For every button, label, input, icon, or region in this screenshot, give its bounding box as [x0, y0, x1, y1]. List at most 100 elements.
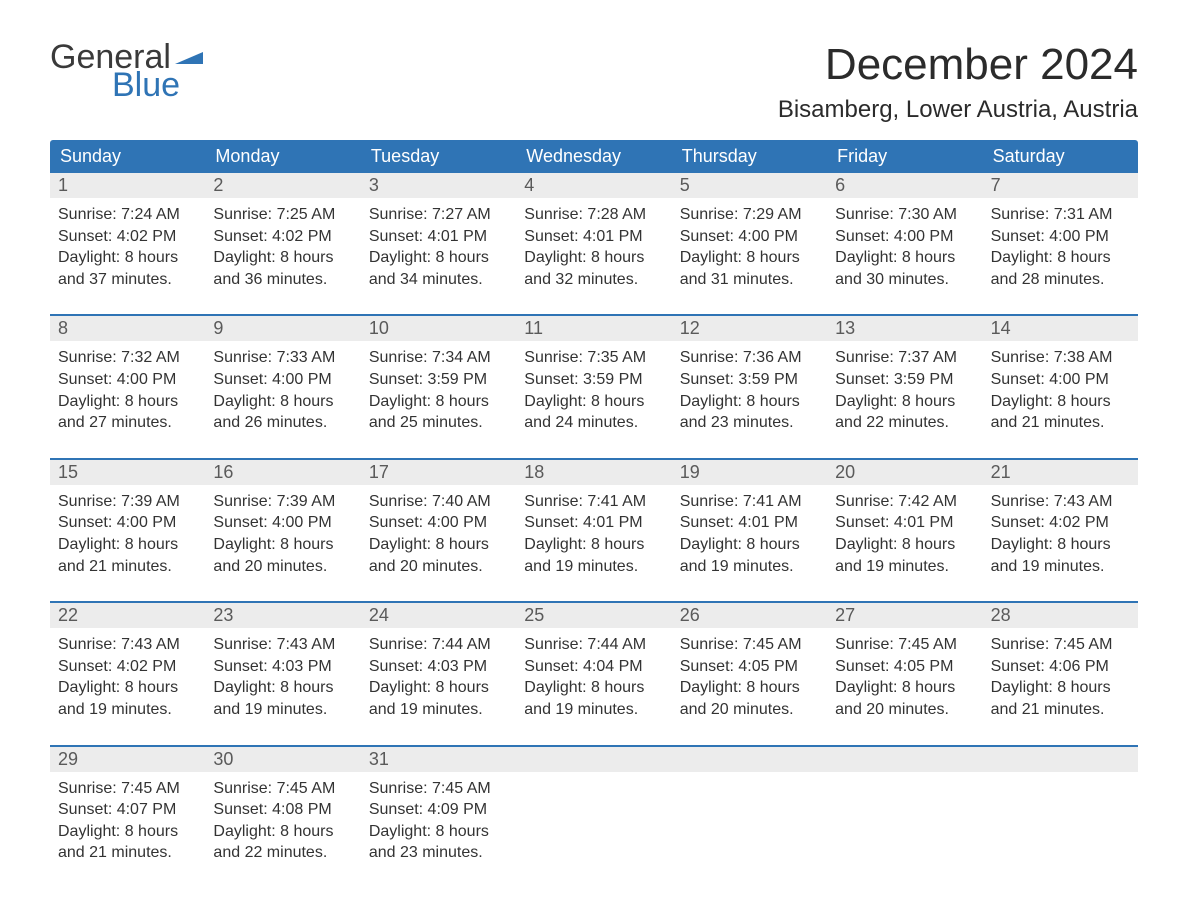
day-number: 3 [361, 173, 516, 198]
dow-friday: Friday [827, 140, 982, 173]
sunrise-line: Sunrise: 7:37 AM [835, 347, 974, 369]
day-cell: Sunrise: 7:41 AMSunset: 4:01 PMDaylight:… [516, 485, 671, 587]
daylight-line-1: Daylight: 8 hours [58, 677, 197, 699]
sunrise-line: Sunrise: 7:44 AM [369, 634, 508, 656]
sunrise-line: Sunrise: 7:39 AM [58, 491, 197, 513]
sunrise-line: Sunrise: 7:34 AM [369, 347, 508, 369]
sunrise-line: Sunrise: 7:29 AM [680, 204, 819, 226]
day-number: 23 [205, 603, 360, 628]
day-number: 8 [50, 316, 205, 341]
daylight-line-2: and 19 minutes. [991, 556, 1130, 578]
daylight-line-1: Daylight: 8 hours [524, 677, 663, 699]
sunrise-line: Sunrise: 7:38 AM [991, 347, 1130, 369]
dow-saturday: Saturday [983, 140, 1138, 173]
sunset-line: Sunset: 4:00 PM [58, 369, 197, 391]
sunrise-line: Sunrise: 7:45 AM [213, 778, 352, 800]
day-cell: Sunrise: 7:45 AMSunset: 4:08 PMDaylight:… [205, 772, 360, 874]
day-number: 26 [672, 603, 827, 628]
sunset-line: Sunset: 4:08 PM [213, 799, 352, 821]
day-cell: Sunrise: 7:45 AMSunset: 4:09 PMDaylight:… [361, 772, 516, 874]
sunrise-line: Sunrise: 7:45 AM [58, 778, 197, 800]
dow-wednesday: Wednesday [516, 140, 671, 173]
day-number: 18 [516, 460, 671, 485]
month-title: December 2024 [778, 40, 1138, 90]
daylight-line-2: and 19 minutes. [835, 556, 974, 578]
sunset-line: Sunset: 4:09 PM [369, 799, 508, 821]
day-number: 11 [516, 316, 671, 341]
generalblue-logo: General Blue [50, 40, 203, 102]
daylight-line-2: and 19 minutes. [524, 556, 663, 578]
sunset-line: Sunset: 4:01 PM [680, 512, 819, 534]
day-cell: Sunrise: 7:43 AMSunset: 4:03 PMDaylight:… [205, 628, 360, 730]
daynum-row: 293031 [50, 747, 1138, 772]
sunrise-line: Sunrise: 7:44 AM [524, 634, 663, 656]
day-number: 15 [50, 460, 205, 485]
daylight-line-1: Daylight: 8 hours [213, 534, 352, 556]
day-cell: Sunrise: 7:44 AMSunset: 4:03 PMDaylight:… [361, 628, 516, 730]
daylight-line-2: and 19 minutes. [369, 699, 508, 721]
day-cell: Sunrise: 7:31 AMSunset: 4:00 PMDaylight:… [983, 198, 1138, 300]
week-row: 22232425262728Sunrise: 7:43 AMSunset: 4:… [50, 601, 1138, 730]
daylight-line-1: Daylight: 8 hours [58, 247, 197, 269]
dow-sunday: Sunday [50, 140, 205, 173]
sunset-line: Sunset: 3:59 PM [680, 369, 819, 391]
weeks-container: 1234567Sunrise: 7:24 AMSunset: 4:02 PMDa… [50, 173, 1138, 874]
day-number: 31 [361, 747, 516, 772]
day-cell: Sunrise: 7:28 AMSunset: 4:01 PMDaylight:… [516, 198, 671, 300]
day-cell-empty [516, 772, 671, 874]
day-cell: Sunrise: 7:45 AMSunset: 4:07 PMDaylight:… [50, 772, 205, 874]
daylight-line-2: and 25 minutes. [369, 412, 508, 434]
sunrise-line: Sunrise: 7:32 AM [58, 347, 197, 369]
dow-tuesday: Tuesday [361, 140, 516, 173]
sunset-line: Sunset: 4:05 PM [835, 656, 974, 678]
day-cell: Sunrise: 7:43 AMSunset: 4:02 PMDaylight:… [50, 628, 205, 730]
daylight-line-2: and 20 minutes. [369, 556, 508, 578]
sunset-line: Sunset: 4:00 PM [213, 512, 352, 534]
sunrise-line: Sunrise: 7:42 AM [835, 491, 974, 513]
day-cell: Sunrise: 7:38 AMSunset: 4:00 PMDaylight:… [983, 341, 1138, 443]
sunset-line: Sunset: 4:02 PM [213, 226, 352, 248]
day-cell: Sunrise: 7:30 AMSunset: 4:00 PMDaylight:… [827, 198, 982, 300]
sunrise-line: Sunrise: 7:45 AM [991, 634, 1130, 656]
day-cell-empty [983, 772, 1138, 874]
daylight-line-1: Daylight: 8 hours [369, 247, 508, 269]
day-cell: Sunrise: 7:29 AMSunset: 4:00 PMDaylight:… [672, 198, 827, 300]
sunset-line: Sunset: 3:59 PM [835, 369, 974, 391]
sunset-line: Sunset: 4:00 PM [680, 226, 819, 248]
day-cell: Sunrise: 7:45 AMSunset: 4:05 PMDaylight:… [672, 628, 827, 730]
day-cell: Sunrise: 7:39 AMSunset: 4:00 PMDaylight:… [205, 485, 360, 587]
daylight-line-2: and 37 minutes. [58, 269, 197, 291]
daylight-line-2: and 21 minutes. [991, 699, 1130, 721]
daylight-line-2: and 21 minutes. [58, 842, 197, 864]
daylight-line-2: and 22 minutes. [835, 412, 974, 434]
dow-monday: Monday [205, 140, 360, 173]
day-number: 12 [672, 316, 827, 341]
day-cell: Sunrise: 7:27 AMSunset: 4:01 PMDaylight:… [361, 198, 516, 300]
daylight-line-2: and 32 minutes. [524, 269, 663, 291]
sunrise-line: Sunrise: 7:24 AM [58, 204, 197, 226]
day-number: 25 [516, 603, 671, 628]
sunset-line: Sunset: 4:00 PM [991, 369, 1130, 391]
daylight-line-2: and 34 minutes. [369, 269, 508, 291]
sunrise-line: Sunrise: 7:41 AM [524, 491, 663, 513]
sunset-line: Sunset: 4:05 PM [680, 656, 819, 678]
day-number: 16 [205, 460, 360, 485]
sunrise-line: Sunrise: 7:39 AM [213, 491, 352, 513]
sunset-line: Sunset: 4:04 PM [524, 656, 663, 678]
daylight-line-2: and 23 minutes. [680, 412, 819, 434]
header: General Blue December 2024 Bisamberg, Lo… [50, 40, 1138, 124]
sunset-line: Sunset: 4:06 PM [991, 656, 1130, 678]
daylight-line-2: and 31 minutes. [680, 269, 819, 291]
title-block: December 2024 Bisamberg, Lower Austria, … [778, 40, 1138, 124]
day-cell: Sunrise: 7:43 AMSunset: 4:02 PMDaylight:… [983, 485, 1138, 587]
daylight-line-1: Daylight: 8 hours [835, 677, 974, 699]
day-cell: Sunrise: 7:35 AMSunset: 3:59 PMDaylight:… [516, 341, 671, 443]
day-cell: Sunrise: 7:25 AMSunset: 4:02 PMDaylight:… [205, 198, 360, 300]
daylight-line-1: Daylight: 8 hours [991, 677, 1130, 699]
sunrise-line: Sunrise: 7:28 AM [524, 204, 663, 226]
day-number: 5 [672, 173, 827, 198]
day-cell: Sunrise: 7:39 AMSunset: 4:00 PMDaylight:… [50, 485, 205, 587]
day-cell: Sunrise: 7:42 AMSunset: 4:01 PMDaylight:… [827, 485, 982, 587]
sunrise-line: Sunrise: 7:41 AM [680, 491, 819, 513]
daylight-line-2: and 24 minutes. [524, 412, 663, 434]
